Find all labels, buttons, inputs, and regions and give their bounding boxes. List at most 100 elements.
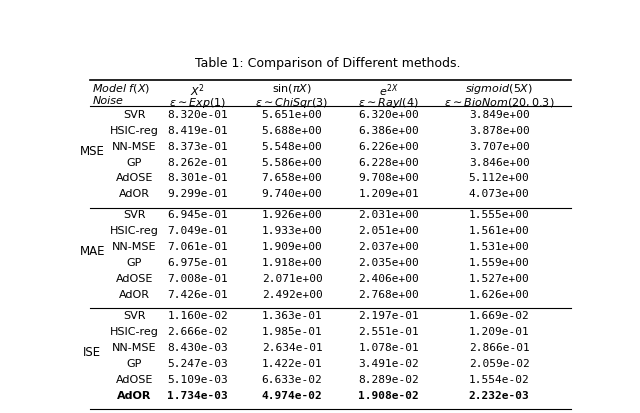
Text: 7.658e+00: 7.658e+00 <box>262 173 323 183</box>
Text: NN-MSE: NN-MSE <box>112 343 157 353</box>
Text: 1.626e+00: 1.626e+00 <box>468 290 529 300</box>
Text: Noise: Noise <box>92 96 124 106</box>
Text: 8.289e-02: 8.289e-02 <box>358 375 419 385</box>
Text: 2.031e+00: 2.031e+00 <box>358 211 419 221</box>
Text: GP: GP <box>127 258 142 268</box>
Text: 1.209e+01: 1.209e+01 <box>358 189 419 199</box>
Text: AdOR: AdOR <box>119 290 150 300</box>
Text: 2.071e+00: 2.071e+00 <box>262 274 323 284</box>
Text: 2.059e-02: 2.059e-02 <box>468 359 529 369</box>
Text: $\varepsilon \sim BioNom(20, 0.3)$: $\varepsilon \sim BioNom(20, 0.3)$ <box>444 96 554 109</box>
Text: AdOSE: AdOSE <box>116 173 153 183</box>
Text: 1.908e-02: 1.908e-02 <box>358 391 419 401</box>
Text: AdOSE: AdOSE <box>116 375 153 385</box>
Text: 2.035e+00: 2.035e+00 <box>358 258 419 268</box>
Text: $\varepsilon \sim Exp(1)$: $\varepsilon \sim Exp(1)$ <box>169 96 227 110</box>
Text: Model $f(X)$: Model $f(X)$ <box>92 82 150 95</box>
Text: 5.586e+00: 5.586e+00 <box>262 157 323 168</box>
Text: 6.945e-01: 6.945e-01 <box>168 211 228 221</box>
Text: 8.373e-01: 8.373e-01 <box>168 142 228 152</box>
Text: 2.037e+00: 2.037e+00 <box>358 242 419 252</box>
Text: SVR: SVR <box>124 311 146 321</box>
Text: Table 1: Comparison of Different methods.: Table 1: Comparison of Different methods… <box>195 57 461 69</box>
Text: 2.051e+00: 2.051e+00 <box>358 226 419 236</box>
Text: AdOR: AdOR <box>117 391 152 401</box>
Text: 6.320e+00: 6.320e+00 <box>358 110 419 120</box>
Text: 6.226e+00: 6.226e+00 <box>358 142 419 152</box>
Text: 8.301e-01: 8.301e-01 <box>168 173 228 183</box>
Text: 2.551e-01: 2.551e-01 <box>358 327 419 337</box>
Text: 9.708e+00: 9.708e+00 <box>358 173 419 183</box>
Text: HSIC-reg: HSIC-reg <box>110 327 159 337</box>
Text: 1.363e-01: 1.363e-01 <box>262 311 323 321</box>
Text: 1.531e+00: 1.531e+00 <box>468 242 529 252</box>
Text: 7.061e-01: 7.061e-01 <box>168 242 228 252</box>
Text: 8.419e-01: 8.419e-01 <box>168 126 228 136</box>
Text: $X^2$: $X^2$ <box>190 82 205 99</box>
Text: 1.078e-01: 1.078e-01 <box>358 343 419 353</box>
Text: 7.049e-01: 7.049e-01 <box>168 226 228 236</box>
Text: $\varepsilon \sim ChiSqr(3)$: $\varepsilon \sim ChiSqr(3)$ <box>255 96 328 110</box>
Text: 1.209e-01: 1.209e-01 <box>468 327 529 337</box>
Text: 1.985e-01: 1.985e-01 <box>262 327 323 337</box>
Text: GP: GP <box>127 359 142 369</box>
Text: 6.228e+00: 6.228e+00 <box>358 157 419 168</box>
Text: $sigmoid(5X)$: $sigmoid(5X)$ <box>465 82 533 96</box>
Text: $\sin(\pi X)$: $\sin(\pi X)$ <box>272 82 312 95</box>
Text: 5.112e+00: 5.112e+00 <box>468 173 529 183</box>
Text: MAE: MAE <box>79 245 105 258</box>
Text: SVR: SVR <box>124 211 146 221</box>
Text: 3.878e+00: 3.878e+00 <box>468 126 529 136</box>
Text: 2.232e-03: 2.232e-03 <box>468 391 529 401</box>
Text: 4.974e-02: 4.974e-02 <box>262 391 323 401</box>
Text: 2.197e-01: 2.197e-01 <box>358 311 419 321</box>
Text: 7.008e-01: 7.008e-01 <box>168 274 228 284</box>
Text: 1.669e-02: 1.669e-02 <box>468 311 529 321</box>
Text: HSIC-reg: HSIC-reg <box>110 126 159 136</box>
Text: 2.492e+00: 2.492e+00 <box>262 290 323 300</box>
Text: AdOSE: AdOSE <box>116 274 153 284</box>
Text: 3.849e+00: 3.849e+00 <box>468 110 529 120</box>
Text: 1.160e-02: 1.160e-02 <box>168 311 228 321</box>
Text: SVR: SVR <box>124 110 146 120</box>
Text: 2.866e-01: 2.866e-01 <box>468 343 529 353</box>
Text: NN-MSE: NN-MSE <box>112 242 157 252</box>
Text: 5.548e+00: 5.548e+00 <box>262 142 323 152</box>
Text: 6.633e-02: 6.633e-02 <box>262 375 323 385</box>
Text: 3.707e+00: 3.707e+00 <box>468 142 529 152</box>
Text: 2.406e+00: 2.406e+00 <box>358 274 419 284</box>
Text: 2.634e-01: 2.634e-01 <box>262 343 323 353</box>
Text: ISE: ISE <box>83 346 102 359</box>
Text: 1.555e+00: 1.555e+00 <box>468 211 529 221</box>
Text: 1.734e-03: 1.734e-03 <box>168 391 228 401</box>
Text: 5.651e+00: 5.651e+00 <box>262 110 323 120</box>
Text: 5.247e-03: 5.247e-03 <box>168 359 228 369</box>
Text: NN-MSE: NN-MSE <box>112 142 157 152</box>
Text: 4.073e+00: 4.073e+00 <box>468 189 529 199</box>
Text: 6.975e-01: 6.975e-01 <box>168 258 228 268</box>
Text: 8.320e-01: 8.320e-01 <box>168 110 228 120</box>
Text: 1.527e+00: 1.527e+00 <box>468 274 529 284</box>
Text: HSIC-reg: HSIC-reg <box>110 226 159 236</box>
Text: 8.430e-03: 8.430e-03 <box>168 343 228 353</box>
Text: $\varepsilon \sim Rayl(4)$: $\varepsilon \sim Rayl(4)$ <box>358 96 419 110</box>
Text: MSE: MSE <box>80 145 105 158</box>
Text: 5.109e-03: 5.109e-03 <box>168 375 228 385</box>
Text: 5.688e+00: 5.688e+00 <box>262 126 323 136</box>
Text: 1.559e+00: 1.559e+00 <box>468 258 529 268</box>
Text: AdOR: AdOR <box>119 189 150 199</box>
Text: 1.554e-02: 1.554e-02 <box>468 375 529 385</box>
Text: GP: GP <box>127 157 142 168</box>
Text: 8.262e-01: 8.262e-01 <box>168 157 228 168</box>
Text: $e^{2X}$: $e^{2X}$ <box>379 82 399 99</box>
Text: 1.561e+00: 1.561e+00 <box>468 226 529 236</box>
Text: 6.386e+00: 6.386e+00 <box>358 126 419 136</box>
Text: 1.933e+00: 1.933e+00 <box>262 226 323 236</box>
Text: 3.846e+00: 3.846e+00 <box>468 157 529 168</box>
Text: 1.918e+00: 1.918e+00 <box>262 258 323 268</box>
Text: 7.426e-01: 7.426e-01 <box>168 290 228 300</box>
Text: 1.926e+00: 1.926e+00 <box>262 211 323 221</box>
Text: 1.909e+00: 1.909e+00 <box>262 242 323 252</box>
Text: 9.299e-01: 9.299e-01 <box>168 189 228 199</box>
Text: 9.740e+00: 9.740e+00 <box>262 189 323 199</box>
